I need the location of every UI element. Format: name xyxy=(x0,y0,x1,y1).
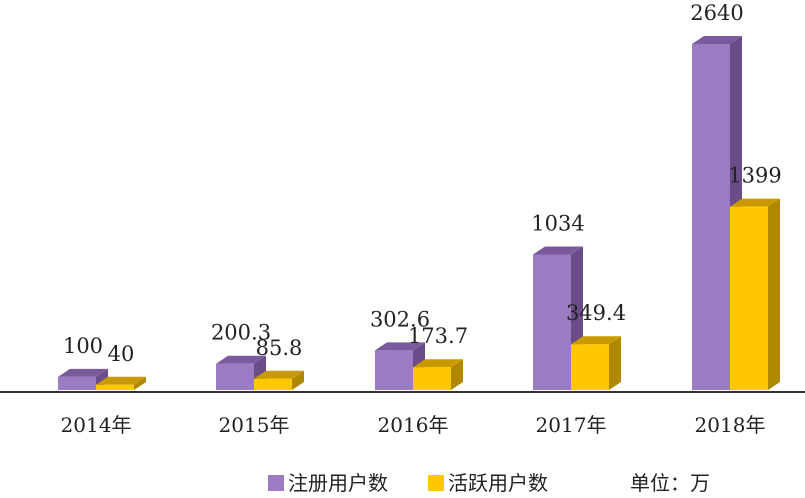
legend-swatch-registered xyxy=(268,475,284,491)
data-label-registered-2: 302.6 xyxy=(370,307,430,331)
bar-active-0 xyxy=(96,376,146,390)
data-label-registered-1: 200.3 xyxy=(211,321,271,345)
legend-label-active: 活跃用户数 xyxy=(448,471,548,495)
data-label-active-2: 173.7 xyxy=(408,324,468,348)
x-tick-label-2: 2016年 xyxy=(378,413,449,437)
bar-active-2 xyxy=(413,359,463,390)
x-tick-label-3: 2017年 xyxy=(536,413,607,437)
data-label-registered-0: 100 xyxy=(63,334,103,358)
x-tick-labels-layer: 2014年 2015年 2016年 2017年 2018年 xyxy=(61,413,766,437)
bar-active-3 xyxy=(571,336,621,390)
legend: 注册用户数 活跃用户数 单位：万 xyxy=(268,471,710,495)
x-tick-label-4: 2018年 xyxy=(695,413,766,437)
legend-swatch-active xyxy=(428,475,444,491)
bar-active-4 xyxy=(730,198,780,390)
bar-active-1 xyxy=(254,370,304,390)
data-label-registered-4: 2640 xyxy=(690,1,743,25)
data-label-registered-3: 1034 xyxy=(531,211,584,235)
bars-layer xyxy=(58,36,780,390)
data-label-active-4: 1399 xyxy=(728,164,781,188)
x-tick-label-1: 2015年 xyxy=(219,413,290,437)
data-label-active-0: 40 xyxy=(108,342,135,366)
x-tick-label-0: 2014年 xyxy=(61,413,132,437)
legend-label-registered: 注册用户数 xyxy=(288,471,388,495)
data-label-active-1: 85.8 xyxy=(256,336,303,360)
data-label-active-3: 349.4 xyxy=(566,301,626,325)
unit-note: 单位：万 xyxy=(630,471,710,495)
